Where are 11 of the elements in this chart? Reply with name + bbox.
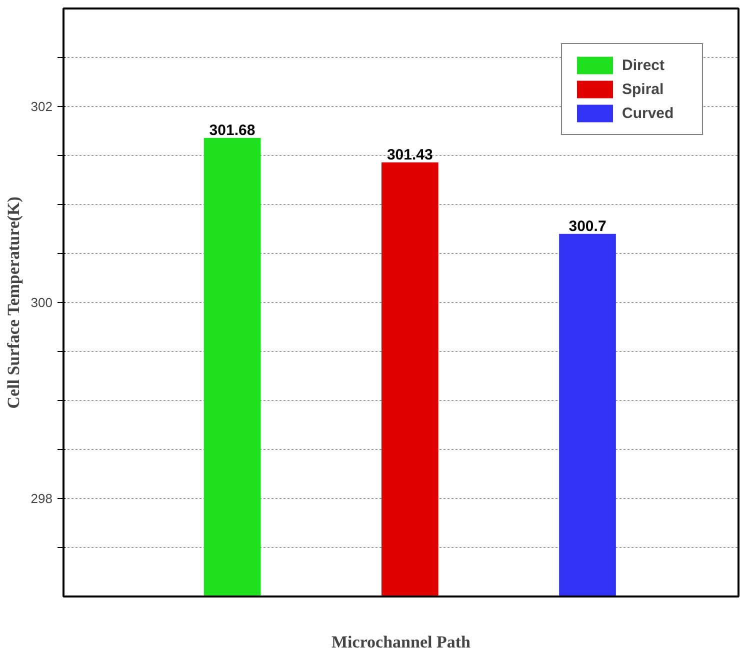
data-label: 301.43 xyxy=(386,146,433,164)
y-tick-label: 300 xyxy=(30,295,53,310)
data-label: 301.68 xyxy=(209,122,256,139)
legend-label: Spiral xyxy=(622,80,665,98)
legend-label: Curved xyxy=(622,104,675,122)
x-axis-title: Microchannel Path xyxy=(332,632,472,652)
legend-label: Direct xyxy=(622,56,666,74)
data-label: 300.7 xyxy=(568,218,606,235)
y-tick-label: 302 xyxy=(30,99,53,114)
y-tick-label: 298 xyxy=(30,491,53,506)
y-axis-title: Cell Surface Temperature(K) xyxy=(4,196,23,409)
